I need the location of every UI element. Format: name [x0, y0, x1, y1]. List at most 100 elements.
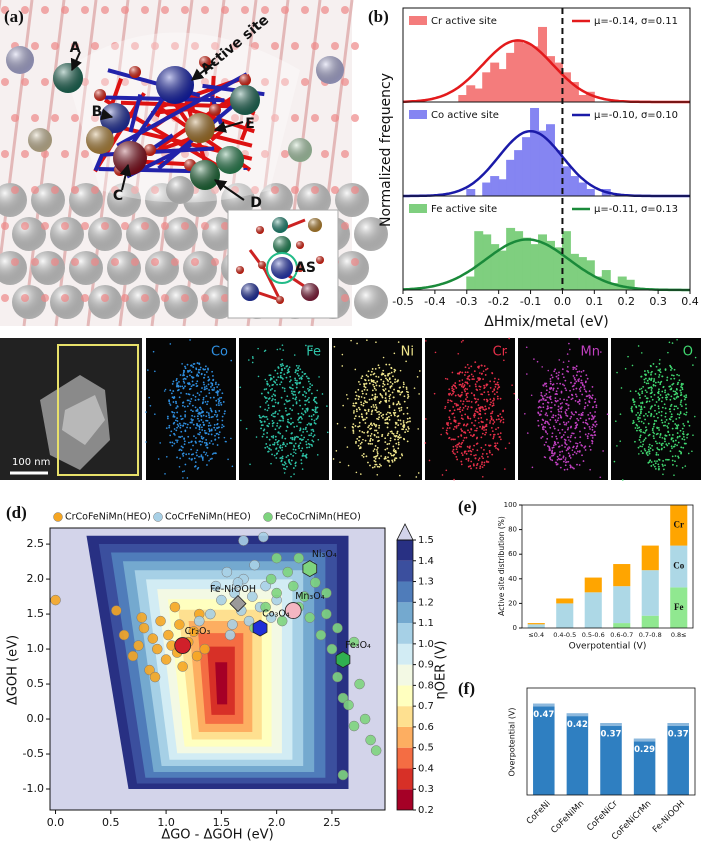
eds-dot — [273, 415, 276, 418]
eds-dot — [558, 432, 561, 434]
eds-dot — [564, 464, 567, 467]
eds-dot — [470, 406, 473, 409]
eds-dot — [381, 433, 384, 436]
eds-dot — [555, 375, 558, 378]
eds-dot — [549, 418, 552, 421]
eds-dot — [643, 381, 646, 384]
eds-dot — [398, 407, 401, 410]
eds-dot — [307, 438, 309, 441]
eds-dot — [214, 383, 217, 386]
eds-dot — [385, 413, 388, 416]
eds-dot — [173, 396, 176, 399]
eds-dot — [205, 439, 208, 441]
eds-dot — [386, 447, 389, 450]
bar — [566, 713, 589, 795]
eds-dot — [365, 393, 368, 395]
eds-dot — [305, 375, 308, 378]
eds-dot — [445, 429, 448, 432]
eds-dot — [386, 434, 389, 437]
eds-dot — [657, 369, 660, 372]
eds-dot — [572, 446, 575, 449]
eds-dot — [216, 414, 219, 416]
eds-dot — [407, 395, 410, 398]
eds-dot — [453, 419, 456, 422]
oxygen — [101, 6, 109, 14]
eds-dot — [373, 406, 375, 408]
scatter-point — [177, 661, 188, 672]
eds-dot — [492, 419, 495, 422]
eds-dot — [310, 429, 313, 431]
eds-dot — [259, 405, 262, 408]
eds-dot — [557, 457, 560, 460]
eds-dot — [303, 390, 306, 393]
eds-dot — [178, 422, 181, 425]
eds-dot — [546, 437, 549, 440]
eds-dot — [571, 449, 574, 452]
eds-dot — [671, 459, 674, 462]
eds-dot — [213, 452, 215, 455]
oxygen — [161, 6, 169, 14]
eds-dot — [645, 382, 648, 385]
scatter-point — [332, 622, 343, 634]
eds-dot — [370, 432, 373, 435]
eds-dot — [375, 341, 377, 344]
selection-box — [57, 344, 139, 476]
fit-curve — [403, 238, 690, 292]
eds-dot — [168, 426, 171, 429]
eds-dot — [279, 432, 282, 435]
bar-segment — [584, 577, 602, 593]
eds-dot — [183, 422, 185, 425]
eds-dot — [214, 429, 217, 431]
eds-dot — [573, 382, 576, 385]
eds-dot — [474, 361, 477, 364]
scatter-point — [243, 615, 255, 627]
eds-dot — [571, 393, 573, 396]
eds-dot — [677, 455, 679, 458]
eds-dot — [201, 440, 204, 443]
eds-dot — [639, 396, 641, 399]
eds-dot — [549, 457, 551, 460]
eds-dot — [657, 448, 659, 451]
eds-dot — [425, 418, 427, 420]
eds-dot — [594, 425, 597, 428]
eds-dot — [580, 381, 582, 384]
hist-bar — [569, 253, 579, 291]
eds-dot — [169, 434, 172, 437]
x-tick-label: CoFeNi — [525, 799, 553, 827]
legend-label: Cr active site — [431, 16, 497, 27]
scatter-point — [271, 587, 282, 599]
eds-dot — [304, 399, 306, 402]
atom-shade — [86, 126, 114, 154]
eds-dot — [191, 404, 194, 407]
oxygen — [11, 258, 19, 266]
eds-dot — [313, 419, 316, 422]
eds-dot — [390, 414, 393, 417]
eds-dot — [272, 436, 275, 439]
eds-dot — [479, 409, 481, 412]
eds-dot — [387, 451, 390, 454]
eds-dot — [448, 418, 451, 421]
x-tick-label: ≤0.4 — [528, 631, 544, 639]
bar-segment — [670, 545, 688, 588]
eds-dot — [183, 381, 186, 384]
eds-dot — [657, 465, 660, 468]
eds-dot — [370, 410, 373, 413]
eds-dot — [271, 420, 274, 422]
x-tick-label: 0.7-0.8 — [639, 631, 662, 639]
eds-dot — [554, 368, 557, 371]
eds-dot — [497, 449, 500, 451]
eds-dot — [191, 414, 194, 417]
eds-dot — [480, 463, 483, 466]
eds-dot — [358, 436, 361, 438]
eds-dot — [644, 370, 646, 372]
eds-dot — [169, 441, 172, 444]
eds-dot — [458, 442, 461, 445]
eds-dot — [670, 366, 672, 369]
eds-dot — [572, 366, 575, 369]
eds-dot — [492, 435, 495, 438]
contour-band — [215, 662, 228, 705]
eds-dot — [560, 406, 563, 409]
eds-dot — [364, 401, 367, 403]
eds-dot — [200, 408, 203, 411]
oxygen — [351, 42, 359, 50]
